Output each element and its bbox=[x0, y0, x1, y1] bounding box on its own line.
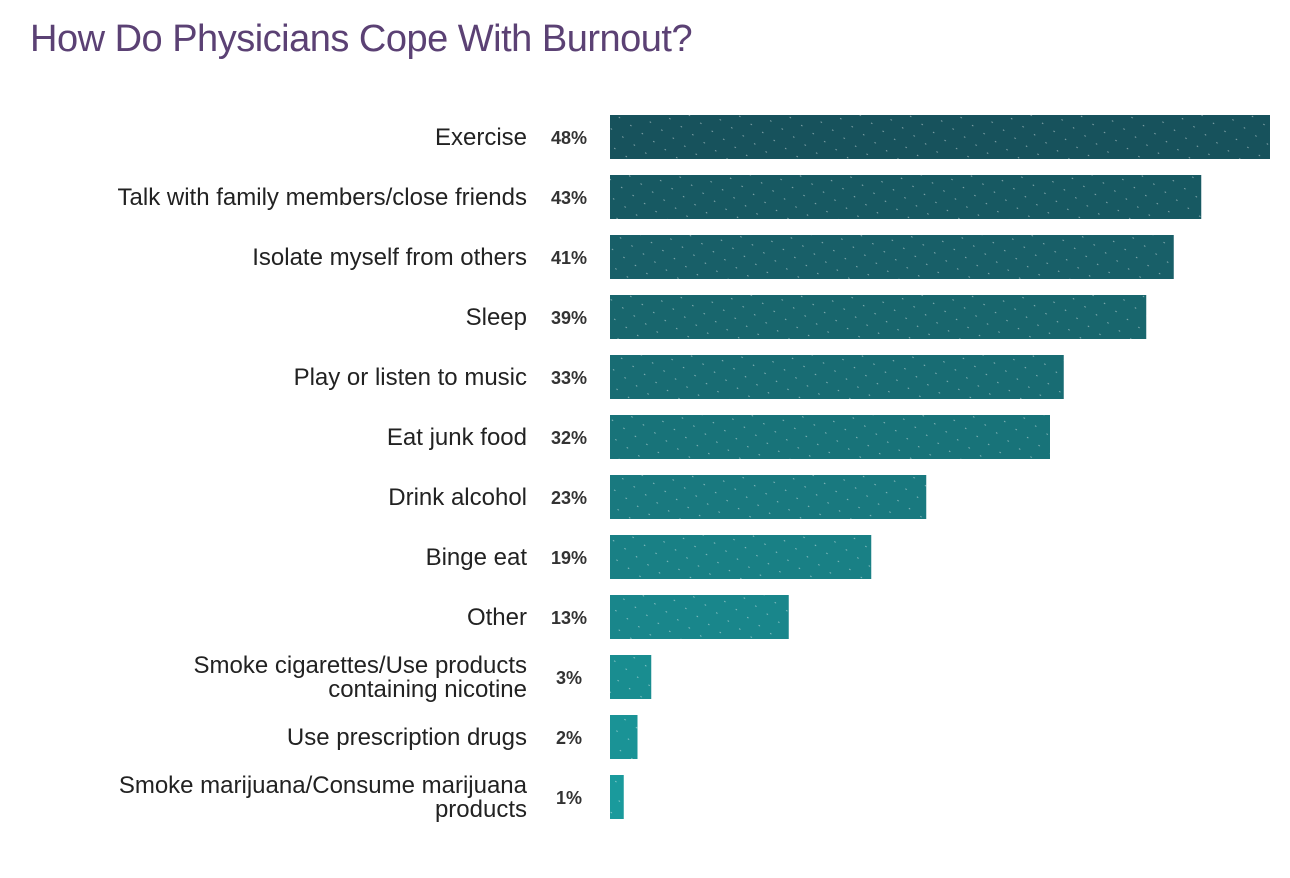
category-label: Exercise bbox=[435, 124, 527, 151]
category-label-line: Smoke cigarettes/Use products bbox=[194, 652, 527, 679]
value-label: 1% bbox=[556, 788, 582, 808]
category-label-line: Drink alcohol bbox=[388, 484, 527, 511]
value-label: 39% bbox=[551, 308, 587, 328]
chart-title: How Do Physicians Cope With Burnout? bbox=[30, 18, 693, 60]
bars-layer: 48% Exercise 43% Talk with family members/c… bbox=[118, 115, 1270, 823]
bar-texture bbox=[610, 775, 624, 819]
bar-texture bbox=[610, 715, 638, 759]
value-label: 41% bbox=[551, 248, 587, 268]
value-label: 19% bbox=[551, 548, 587, 568]
category-label: Talk with family members/close friends bbox=[118, 184, 527, 211]
category-label: Play or listen to music bbox=[294, 364, 527, 391]
category-label-line: Exercise bbox=[435, 124, 527, 151]
category-label: Drink alcohol bbox=[388, 484, 527, 511]
category-label-line: Isolate myself from others bbox=[252, 244, 527, 271]
bar-texture bbox=[610, 175, 1202, 219]
category-label-line: products bbox=[435, 796, 527, 823]
value-label: 33% bbox=[551, 368, 587, 388]
category-label-line: Other bbox=[467, 604, 527, 631]
category-label: Binge eat bbox=[426, 544, 528, 571]
bar-texture bbox=[610, 595, 789, 639]
value-label: 43% bbox=[551, 188, 587, 208]
value-label: 2% bbox=[556, 728, 582, 748]
category-label-line: Smoke marijuana/Consume marijuana bbox=[119, 772, 528, 799]
category-label: Smoke marijuana/Consume marijuana product… bbox=[119, 772, 528, 823]
category-label: Eat junk food bbox=[387, 424, 527, 451]
category-label: Smoke cigarettes/Use products containing … bbox=[194, 652, 527, 703]
value-label: 32% bbox=[551, 428, 587, 448]
bar-texture bbox=[610, 115, 1270, 159]
category-label: Use prescription drugs bbox=[287, 724, 527, 751]
bar-texture bbox=[610, 355, 1064, 399]
bar-texture bbox=[610, 295, 1147, 339]
category-label-line: Sleep bbox=[466, 304, 527, 331]
category-label-line: Play or listen to music bbox=[294, 364, 527, 391]
category-label-line: Eat junk food bbox=[387, 424, 527, 451]
value-label: 23% bbox=[551, 488, 587, 508]
category-label: Other bbox=[467, 604, 527, 631]
bar-texture bbox=[610, 415, 1050, 459]
category-label-line: Use prescription drugs bbox=[287, 724, 527, 751]
value-label: 13% bbox=[551, 608, 587, 628]
bar-texture bbox=[610, 235, 1174, 279]
category-label-line: Binge eat bbox=[426, 544, 528, 571]
bar-texture bbox=[610, 535, 872, 579]
value-label: 3% bbox=[556, 668, 582, 688]
bar-texture bbox=[610, 475, 927, 519]
category-label: Sleep bbox=[466, 304, 527, 331]
category-label-line: Talk with family members/close friends bbox=[118, 184, 527, 211]
bar-texture bbox=[610, 655, 652, 699]
category-label: Isolate myself from others bbox=[252, 244, 527, 271]
value-label: 48% bbox=[551, 128, 587, 148]
category-label-line: containing nicotine bbox=[328, 676, 527, 703]
